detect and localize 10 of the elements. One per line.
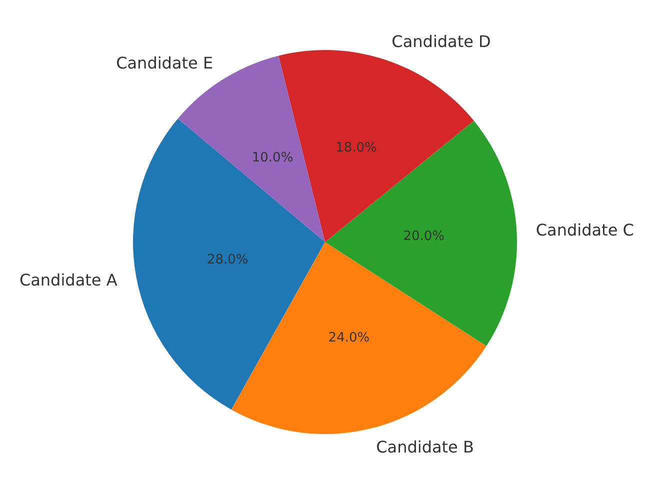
slice-label: Candidate C (536, 220, 634, 240)
data-label: 18.0% (336, 140, 377, 156)
data-label: 10.0% (252, 150, 294, 166)
data-label: 24.0% (328, 330, 370, 346)
slice-label: Candidate D (392, 32, 491, 52)
slice-label: Candidate A (19, 270, 118, 290)
slice-label: Candidate B (376, 437, 474, 456)
data-label: 28.0% (206, 252, 248, 268)
data-label: 20.0% (403, 228, 444, 244)
slice-label: Candidate E (116, 53, 214, 72)
